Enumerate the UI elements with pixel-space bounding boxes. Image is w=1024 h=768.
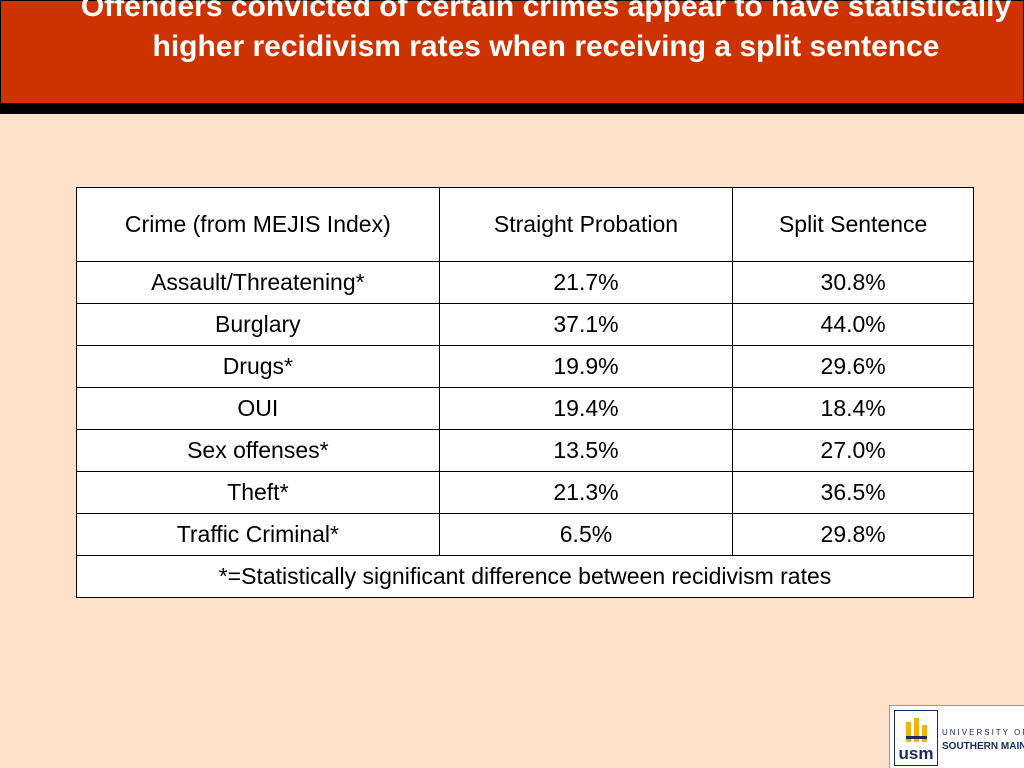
split-sentence-cell: 29.6% [732,345,974,388]
straight-probation-cell: 21.3% [438,471,734,514]
title-bar: Offenders convicted of certain crimes ap… [0,0,1024,104]
straight-probation-cell: 19.4% [438,387,734,430]
straight-probation-cell: 19.9% [438,345,734,388]
recidivism-table: Crime (from MEJIS Index) Straight Probat… [76,187,974,598]
crime-cell: Assault/Threatening* [76,261,440,304]
title-bar-shadow [0,103,1024,114]
table-footnote-row: *=Statistically significant difference b… [76,555,974,598]
table-row: OUI 19.4% 18.4% [76,387,974,430]
footnote-cell: *=Statistically significant difference b… [76,555,974,598]
split-sentence-cell: 44.0% [732,303,974,346]
split-sentence-cell: 30.8% [732,261,974,304]
slide-title: Offenders convicted of certain crimes ap… [80,0,1012,63]
usm-logo: usm UNIVERSITY OF SOUTHERN MAINE [889,705,1024,768]
usm-logo-line2: SOUTHERN MAINE [942,741,1024,752]
table-row: Traffic Criminal* 6.5% 29.8% [76,513,974,556]
crime-cell: Sex offenses* [76,429,440,472]
crime-cell: OUI [76,387,440,430]
split-sentence-cell: 18.4% [732,387,974,430]
table-row: Assault/Threatening* 21.7% 30.8% [76,261,974,304]
split-sentence-cell: 36.5% [732,471,974,514]
table-row: Theft* 21.3% 36.5% [76,471,974,514]
lighthouse-emblem-icon [906,718,927,742]
usm-logo-mark: usm [894,710,938,766]
header-cell-split-sentence: Split Sentence [732,187,974,262]
straight-probation-cell: 21.7% [438,261,734,304]
crime-cell: Traffic Criminal* [76,513,440,556]
table-row: Burglary 37.1% 44.0% [76,303,974,346]
table-row: Drugs* 19.9% 29.6% [76,345,974,388]
header-cell-crime: Crime (from MEJIS Index) [76,187,440,262]
table-row: Sex offenses* 13.5% 27.0% [76,429,974,472]
split-sentence-cell: 27.0% [732,429,974,472]
straight-probation-cell: 37.1% [438,303,734,346]
straight-probation-cell: 6.5% [438,513,734,556]
crime-cell: Theft* [76,471,440,514]
usm-logo-abbr: usm [898,744,934,763]
table-header-row: Crime (from MEJIS Index) Straight Probat… [76,187,974,262]
usm-logo-line1: UNIVERSITY OF [942,728,1024,737]
header-cell-straight-probation: Straight Probation [438,187,734,262]
straight-probation-cell: 13.5% [438,429,734,472]
split-sentence-cell: 29.8% [732,513,974,556]
crime-cell: Burglary [76,303,440,346]
crime-cell: Drugs* [76,345,440,388]
